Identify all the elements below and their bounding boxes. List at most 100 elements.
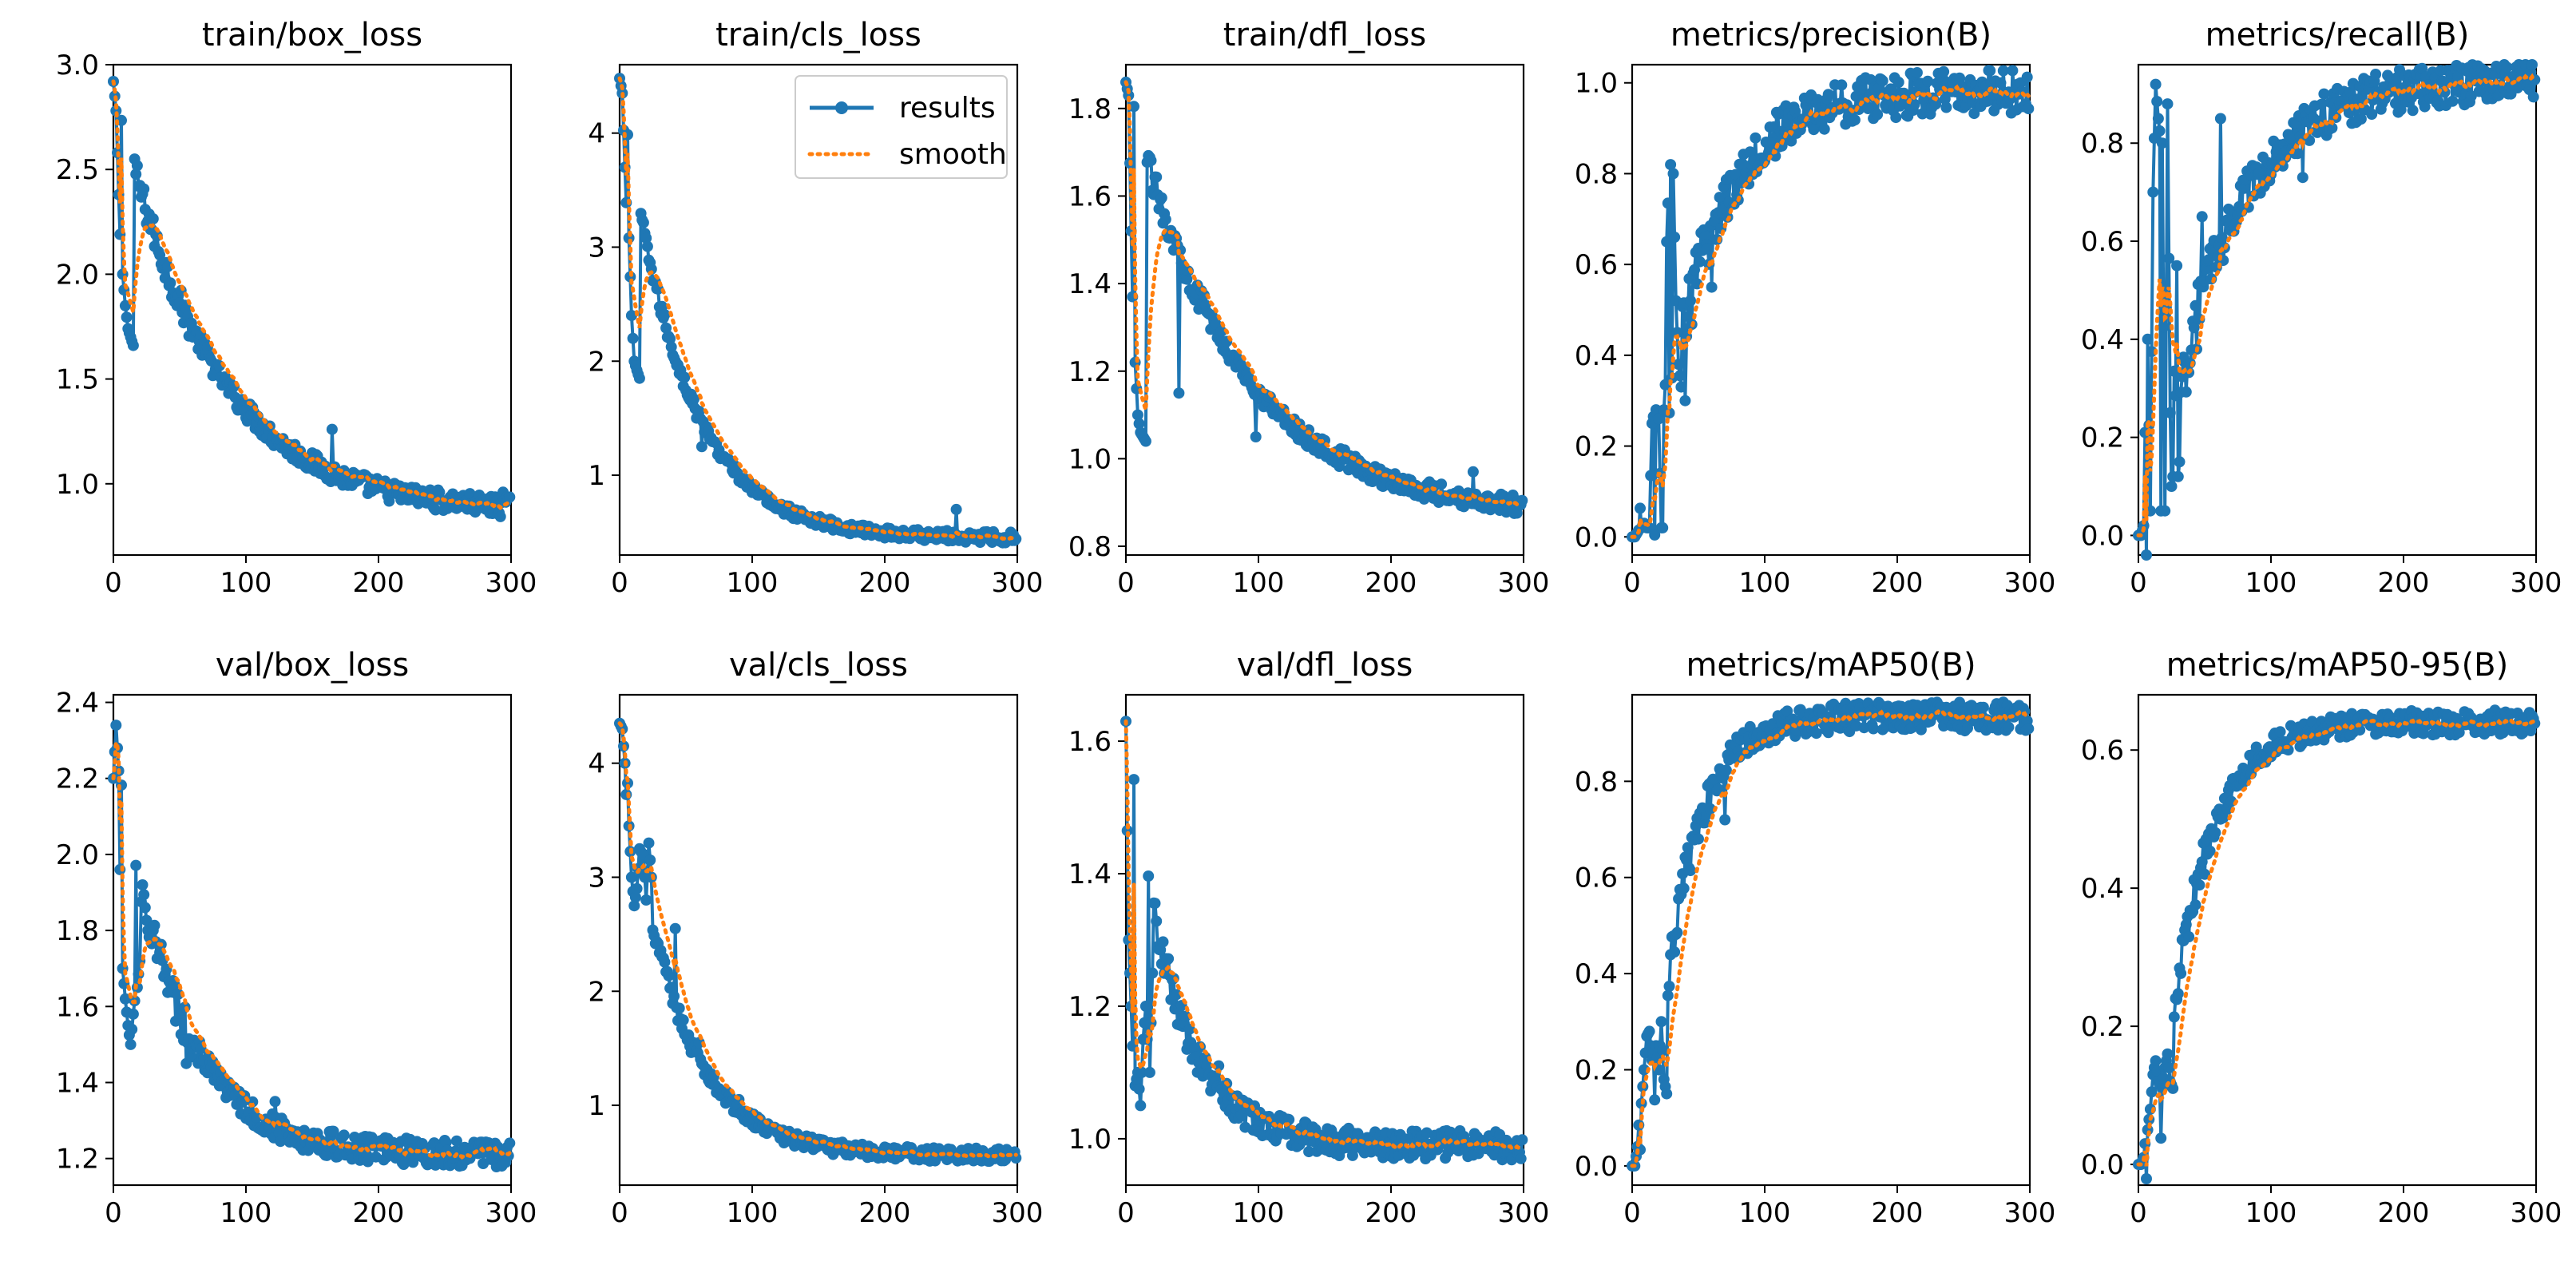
results-point (327, 1125, 339, 1137)
y-tick-label: 1.2 (1068, 991, 1112, 1023)
results-point (1121, 825, 1133, 837)
results-point (1250, 431, 1262, 442)
chart-title: train/dfl_loss (1223, 17, 1426, 54)
results-point (1649, 1094, 1661, 1106)
results-point (643, 837, 655, 849)
results-point (1744, 720, 1756, 732)
results-point (1679, 395, 1691, 406)
results-point (1215, 326, 1227, 338)
x-tick-label: 100 (220, 1197, 272, 1229)
results-point (1892, 77, 1904, 88)
x-tick-label: 0 (105, 567, 122, 599)
results-point (641, 240, 653, 252)
x-tick-label: 200 (353, 1197, 405, 1229)
results-point (1808, 124, 1820, 136)
results-point (1730, 169, 1742, 180)
results-point (2156, 137, 2168, 149)
results-point (2180, 386, 2192, 398)
results-point (1922, 75, 1934, 87)
results-point (2151, 96, 2163, 107)
smooth-series-line (111, 741, 512, 1160)
y-tick-label: 4 (588, 118, 605, 150)
results-point (640, 894, 652, 906)
results-point (1977, 701, 1989, 713)
smooth-series-line (2136, 73, 2537, 537)
results-point (1149, 898, 1161, 910)
results-point (1849, 114, 1861, 126)
smooth-series-line (1630, 708, 2031, 1168)
results-point (1173, 387, 1185, 399)
x-tick-label: 200 (1365, 567, 1417, 599)
results-point (130, 169, 142, 180)
results-point (164, 277, 176, 289)
y-tick-label: 1.0 (56, 469, 99, 501)
results-point (1940, 101, 1952, 113)
results-point (1911, 67, 1923, 78)
chart-panel-3: metrics/precision(B) 0 100 200 300 0.0 0.2 0.4 0… (1575, 17, 2056, 599)
results-point (1911, 700, 1923, 712)
results-point (1810, 728, 1822, 740)
results-point (1750, 132, 1762, 144)
results-point (2214, 113, 2226, 125)
results-point (1516, 494, 1528, 506)
results-point (1213, 1060, 1225, 1072)
y-tick-label: 1.8 (1068, 93, 1112, 125)
results-point (1159, 213, 1171, 225)
results-point (1706, 281, 1718, 293)
plot-frame (1124, 63, 1525, 557)
y-tick-label: 2.2 (56, 763, 99, 795)
results-point (141, 914, 153, 926)
results-point (1139, 1001, 1151, 1012)
results-point (2171, 260, 2183, 272)
y-tick-label: 0.6 (2081, 735, 2124, 767)
y-tick-label: 0.2 (2081, 1011, 2124, 1043)
results-point (1678, 882, 1690, 894)
smooth-series-line (2136, 717, 2537, 1167)
results-point (629, 891, 641, 903)
results-point (2167, 1082, 2179, 1094)
results-point (1143, 870, 1155, 882)
results-point (1822, 89, 1834, 101)
chart-panel-5: val/box_loss 0 100 200 300 1.2 1.4 1.6 1.8 2.0 2.2… (56, 647, 537, 1229)
results-point (137, 879, 149, 890)
results-point (2526, 59, 2538, 70)
y-tick-label: 0.2 (2081, 422, 2124, 454)
results-point (1643, 1025, 1655, 1037)
results-point (2253, 167, 2265, 179)
y-tick-label: 0.2 (1575, 1055, 1618, 1087)
results-point (679, 371, 691, 383)
x-tick-label: 0 (1117, 1197, 1135, 1229)
results-point (1685, 295, 1696, 307)
y-tick-label: 2.0 (56, 259, 99, 291)
results-point (1704, 803, 1716, 815)
results-point (2274, 726, 2286, 738)
results-point (2159, 505, 2171, 517)
results-point (110, 105, 122, 117)
results-point (1283, 1113, 1295, 1125)
results-point (2194, 879, 2205, 891)
chart-title: train/box_loss (202, 17, 422, 54)
results-point (1854, 85, 1866, 97)
chart-panel-4: metrics/recall(B) 0 100 200 300 0.0 0.2 0.4 0.6 0… (2081, 17, 2562, 599)
y-tick-label: 1.6 (1068, 726, 1112, 758)
results-point (2162, 98, 2174, 110)
chart-title: val/box_loss (216, 647, 409, 684)
chart-title: train/cls_loss (715, 17, 921, 54)
x-tick-label: 300 (1498, 567, 1550, 599)
results-point (625, 310, 637, 322)
results-point (637, 216, 649, 228)
results-point (2158, 321, 2170, 333)
y-tick-label: 2.5 (56, 154, 99, 186)
y-tick-label: 1.4 (1068, 268, 1112, 300)
results-point (130, 859, 142, 871)
results-point (2190, 299, 2201, 311)
y-tick-label: 3 (588, 862, 605, 894)
x-tick-label: 200 (2378, 1197, 2430, 1229)
results-point (1719, 814, 1731, 826)
results-point (1135, 1066, 1147, 1078)
results-point (2172, 988, 2184, 1000)
y-tick-label: 0.2 (1575, 431, 1618, 463)
y-tick-label: 1 (588, 1090, 605, 1122)
y-tick-label: 0.8 (2081, 128, 2124, 160)
results-point (127, 339, 139, 351)
